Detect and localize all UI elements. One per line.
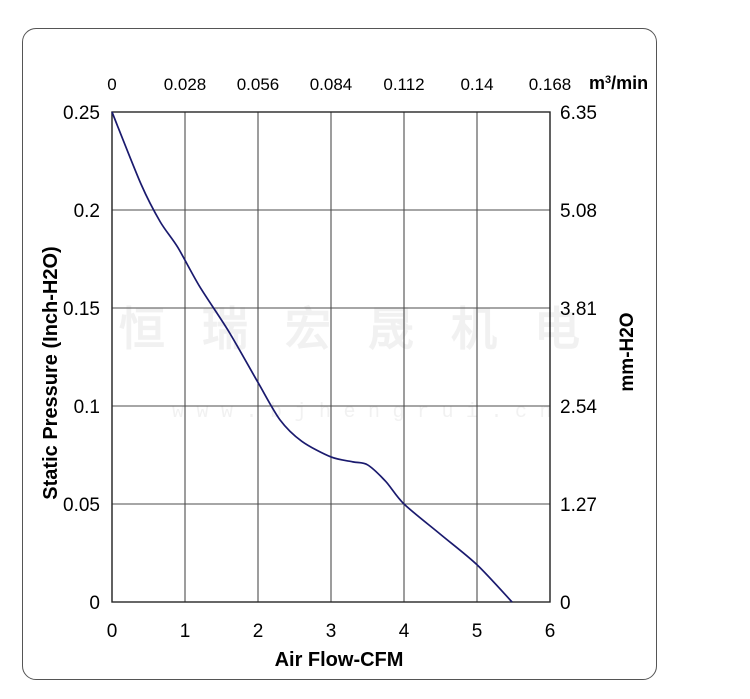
svg-text:www.bjhengrui.cn: www.bjhengrui.cn (172, 401, 564, 424)
svg-text:mm-H2O: mm-H2O (617, 312, 638, 391)
svg-text:Air Flow-CFM: Air Flow-CFM (275, 649, 404, 671)
svg-text:0.056: 0.056 (237, 75, 280, 94)
svg-text:0.112: 0.112 (383, 75, 424, 94)
svg-text:0.084: 0.084 (310, 75, 353, 94)
svg-text:0.2: 0.2 (74, 201, 100, 222)
svg-text:6: 6 (545, 621, 556, 642)
svg-text:4: 4 (399, 621, 410, 642)
svg-text:m3/min: m3/min (589, 73, 648, 93)
svg-text:0: 0 (89, 593, 100, 614)
svg-text:Static Pressure (Inch-H2O): Static Pressure (Inch-H2O) (40, 246, 62, 499)
svg-text:6.35: 6.35 (560, 103, 597, 124)
svg-text:2: 2 (253, 621, 264, 642)
svg-text:2.54: 2.54 (560, 397, 597, 418)
svg-text:3: 3 (326, 621, 337, 642)
svg-text:0.168: 0.168 (529, 75, 572, 94)
svg-text:0.15: 0.15 (63, 299, 100, 320)
svg-text:0: 0 (107, 621, 118, 642)
svg-text:0: 0 (107, 75, 116, 94)
svg-text:0.028: 0.028 (164, 75, 207, 94)
svg-text:5.08: 5.08 (560, 201, 597, 222)
svg-text:0.14: 0.14 (460, 75, 493, 94)
svg-text:0: 0 (560, 593, 571, 614)
svg-text:1.27: 1.27 (560, 495, 597, 516)
svg-text:0.1: 0.1 (74, 397, 100, 418)
svg-text:恒瑞宏晟机电: 恒瑞宏晟机电 (119, 303, 617, 355)
svg-text:3.81: 3.81 (560, 299, 597, 320)
svg-text:0.05: 0.05 (63, 495, 100, 516)
svg-text:0.25: 0.25 (63, 103, 100, 124)
svg-text:1: 1 (180, 621, 191, 642)
svg-text:5: 5 (472, 621, 483, 642)
